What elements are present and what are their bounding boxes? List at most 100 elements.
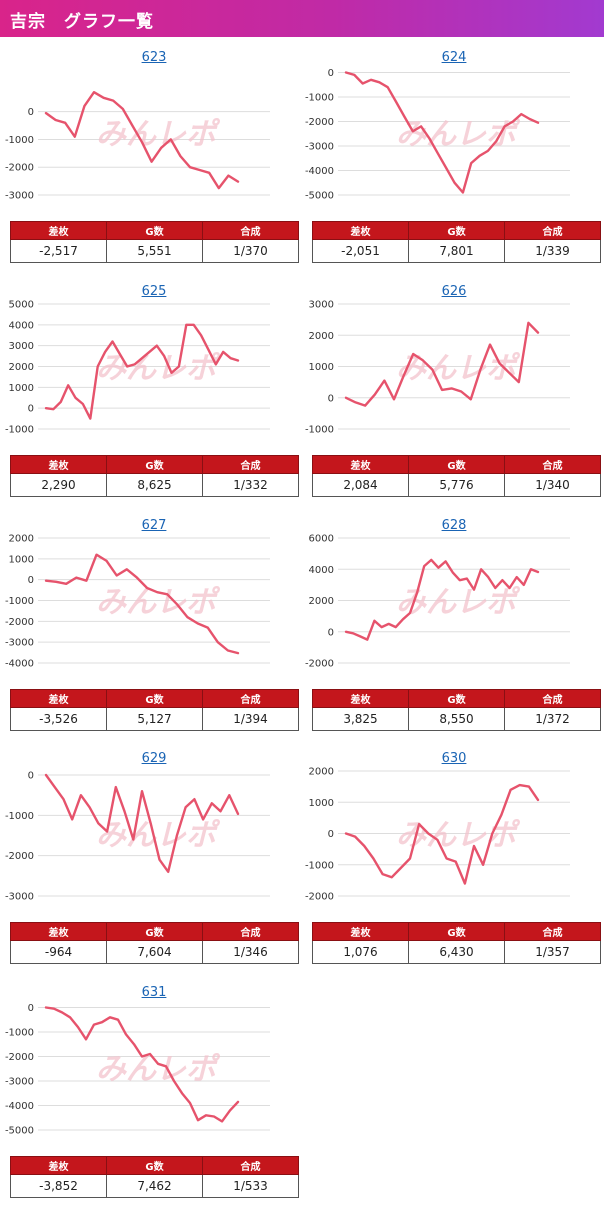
y-tick-label: 0 bbox=[328, 627, 334, 638]
y-tick-label: 0 bbox=[28, 404, 34, 415]
stats-value-diff: 3,825 bbox=[312, 707, 409, 731]
graph-title-link[interactable]: 630 bbox=[441, 751, 467, 766]
diff-series-line bbox=[344, 71, 540, 194]
y-tick-label: -3000 bbox=[5, 638, 34, 649]
stats-table: 差枚 G数 合成 -3,852 7,462 1/533 bbox=[10, 1156, 299, 1198]
y-tick-label: 0 bbox=[328, 393, 334, 404]
watermark-logo: みんレポ bbox=[96, 585, 221, 620]
stats-value-combined: 1/394 bbox=[202, 707, 299, 731]
stats-header-games: G数 bbox=[106, 922, 203, 941]
stats-header-games: G数 bbox=[408, 689, 505, 708]
stats-header-combined: 合成 bbox=[202, 922, 299, 941]
y-tick-label: 0 bbox=[28, 575, 34, 586]
stats-header-diff: 差枚 bbox=[10, 221, 107, 240]
y-tick-label: 0 bbox=[328, 829, 334, 840]
stats-table: 差枚 G数 合成 2,290 8,625 1/332 bbox=[10, 455, 299, 497]
stats-header-combined: 合成 bbox=[202, 689, 299, 708]
stats-header-combined: 合成 bbox=[202, 221, 299, 240]
stats-table: 差枚 G数 合成 3,825 8,550 1/372 bbox=[312, 689, 601, 731]
graph-title-link[interactable]: 624 bbox=[441, 50, 467, 65]
y-tick-label: 6000 bbox=[309, 534, 334, 545]
y-tick-label: 0 bbox=[28, 1003, 34, 1014]
stats-header-combined: 合成 bbox=[504, 455, 601, 474]
watermark-logo: みんレポ bbox=[96, 117, 221, 152]
graph-panel: 623 0 -1000 -2000 -3000 みんレポ 差枚 G数 合成 -2,517 5,551… bbox=[5, 50, 300, 275]
stats-value-combined: 1/346 bbox=[202, 940, 299, 964]
graph-title-link[interactable]: 623 bbox=[141, 50, 167, 65]
y-tick-label: 1000 bbox=[309, 798, 334, 809]
stats-value-games: 7,462 bbox=[106, 1174, 203, 1198]
y-tick-label: -2000 bbox=[305, 892, 334, 903]
stats-value-diff: 1,076 bbox=[312, 940, 409, 964]
y-tick-label: -4000 bbox=[305, 166, 334, 177]
graph-title-link[interactable]: 625 bbox=[141, 284, 167, 299]
stats-header-games: G数 bbox=[106, 1156, 203, 1175]
stats-header-games: G数 bbox=[408, 221, 505, 240]
y-tick-label: -1000 bbox=[5, 811, 34, 822]
page-header: 吉宗 グラフ一覧 bbox=[0, 0, 604, 37]
graph-title-link[interactable]: 628 bbox=[441, 518, 467, 533]
watermark-logo: みんレポ bbox=[96, 818, 221, 853]
line-chart: 0 -1000 -2000 -3000 -4000 -5000 みんレポ bbox=[305, 68, 570, 202]
stats-value-diff: 2,290 bbox=[10, 473, 107, 497]
y-tick-label: -3000 bbox=[5, 1076, 34, 1087]
line-chart: 0 -1000 -2000 -3000 -4000 -5000 みんレポ bbox=[5, 1003, 270, 1137]
stats-table: 差枚 G数 合成 -3,526 5,127 1/394 bbox=[10, 689, 299, 731]
graph-title-link[interactable]: 631 bbox=[141, 985, 167, 1000]
stats-header-diff: 差枚 bbox=[10, 1156, 107, 1175]
graph-panel: 627 2000 1000 0 -1000 -2000 -3000 -4000 みんレポ 差枚 G数… bbox=[5, 518, 300, 743]
stats-header-games: G数 bbox=[106, 455, 203, 474]
y-tick-label: 0 bbox=[328, 68, 334, 79]
stats-header-combined: 合成 bbox=[504, 689, 601, 708]
stats-value-combined: 1/372 bbox=[504, 707, 601, 731]
stats-header-diff: 差枚 bbox=[312, 221, 409, 240]
line-chart: 0 -1000 -2000 -3000 みんレポ bbox=[5, 771, 270, 903]
diff-series-line bbox=[44, 91, 240, 190]
stats-header-diff: 差枚 bbox=[10, 689, 107, 708]
y-tick-label: 5000 bbox=[9, 300, 34, 311]
stats-value-diff: -2,051 bbox=[312, 239, 409, 263]
y-tick-label: 4000 bbox=[309, 565, 334, 576]
graph-panel: 631 0 -1000 -2000 -3000 -4000 -5000 みんレポ 差枚 G数 合成 -… bbox=[5, 985, 300, 1210]
stats-table: 差枚 G数 合成 -964 7,604 1/346 bbox=[10, 922, 299, 964]
graph-title-link[interactable]: 629 bbox=[141, 751, 167, 766]
y-tick-label: -2000 bbox=[5, 163, 34, 174]
graph-title-link[interactable]: 627 bbox=[141, 518, 167, 533]
line-chart: 2000 1000 0 -1000 -2000 -3000 -4000 みんレポ bbox=[5, 534, 270, 670]
diff-series-line bbox=[344, 783, 540, 885]
y-tick-label: 2000 bbox=[309, 767, 334, 778]
stats-value-games: 7,801 bbox=[408, 239, 505, 263]
y-tick-label: 0 bbox=[28, 771, 34, 782]
graph-panel: 624 0 -1000 -2000 -3000 -4000 -5000 みんレポ 差枚 G数 合成 -… bbox=[305, 50, 601, 275]
stats-value-games: 5,776 bbox=[408, 473, 505, 497]
stats-value-combined: 1/533 bbox=[202, 1174, 299, 1198]
y-tick-label: 2000 bbox=[309, 331, 334, 342]
y-tick-label: 2000 bbox=[9, 362, 34, 373]
stats-header-diff: 差枚 bbox=[312, 689, 409, 708]
line-chart: 0 -1000 -2000 -3000 みんレポ bbox=[5, 91, 270, 202]
y-tick-label: -2000 bbox=[5, 851, 34, 862]
y-tick-label: 4000 bbox=[9, 320, 34, 331]
diff-series-line bbox=[44, 553, 240, 655]
diff-series-line bbox=[44, 323, 240, 420]
line-chart: 2000 1000 0 -1000 -2000 みんレポ bbox=[305, 767, 570, 903]
y-tick-label: 1000 bbox=[9, 554, 34, 565]
diff-series-line bbox=[344, 558, 540, 641]
stats-value-games: 7,604 bbox=[106, 940, 203, 964]
stats-table: 差枚 G数 合成 1,076 6,430 1/357 bbox=[312, 922, 601, 964]
stats-header-combined: 合成 bbox=[504, 221, 601, 240]
stats-header-diff: 差枚 bbox=[312, 922, 409, 941]
y-tick-label: 2000 bbox=[9, 534, 34, 545]
y-tick-label: -1000 bbox=[5, 425, 34, 436]
stats-value-combined: 1/340 bbox=[504, 473, 601, 497]
y-tick-label: -5000 bbox=[305, 191, 334, 202]
stats-header-combined: 合成 bbox=[504, 922, 601, 941]
graph-title-link[interactable]: 626 bbox=[441, 284, 467, 299]
y-tick-label: 3000 bbox=[9, 341, 34, 352]
y-tick-label: -3000 bbox=[5, 892, 34, 903]
stats-value-diff: -3,526 bbox=[10, 707, 107, 731]
y-tick-label: 0 bbox=[28, 107, 34, 118]
diff-series-line bbox=[44, 773, 240, 874]
